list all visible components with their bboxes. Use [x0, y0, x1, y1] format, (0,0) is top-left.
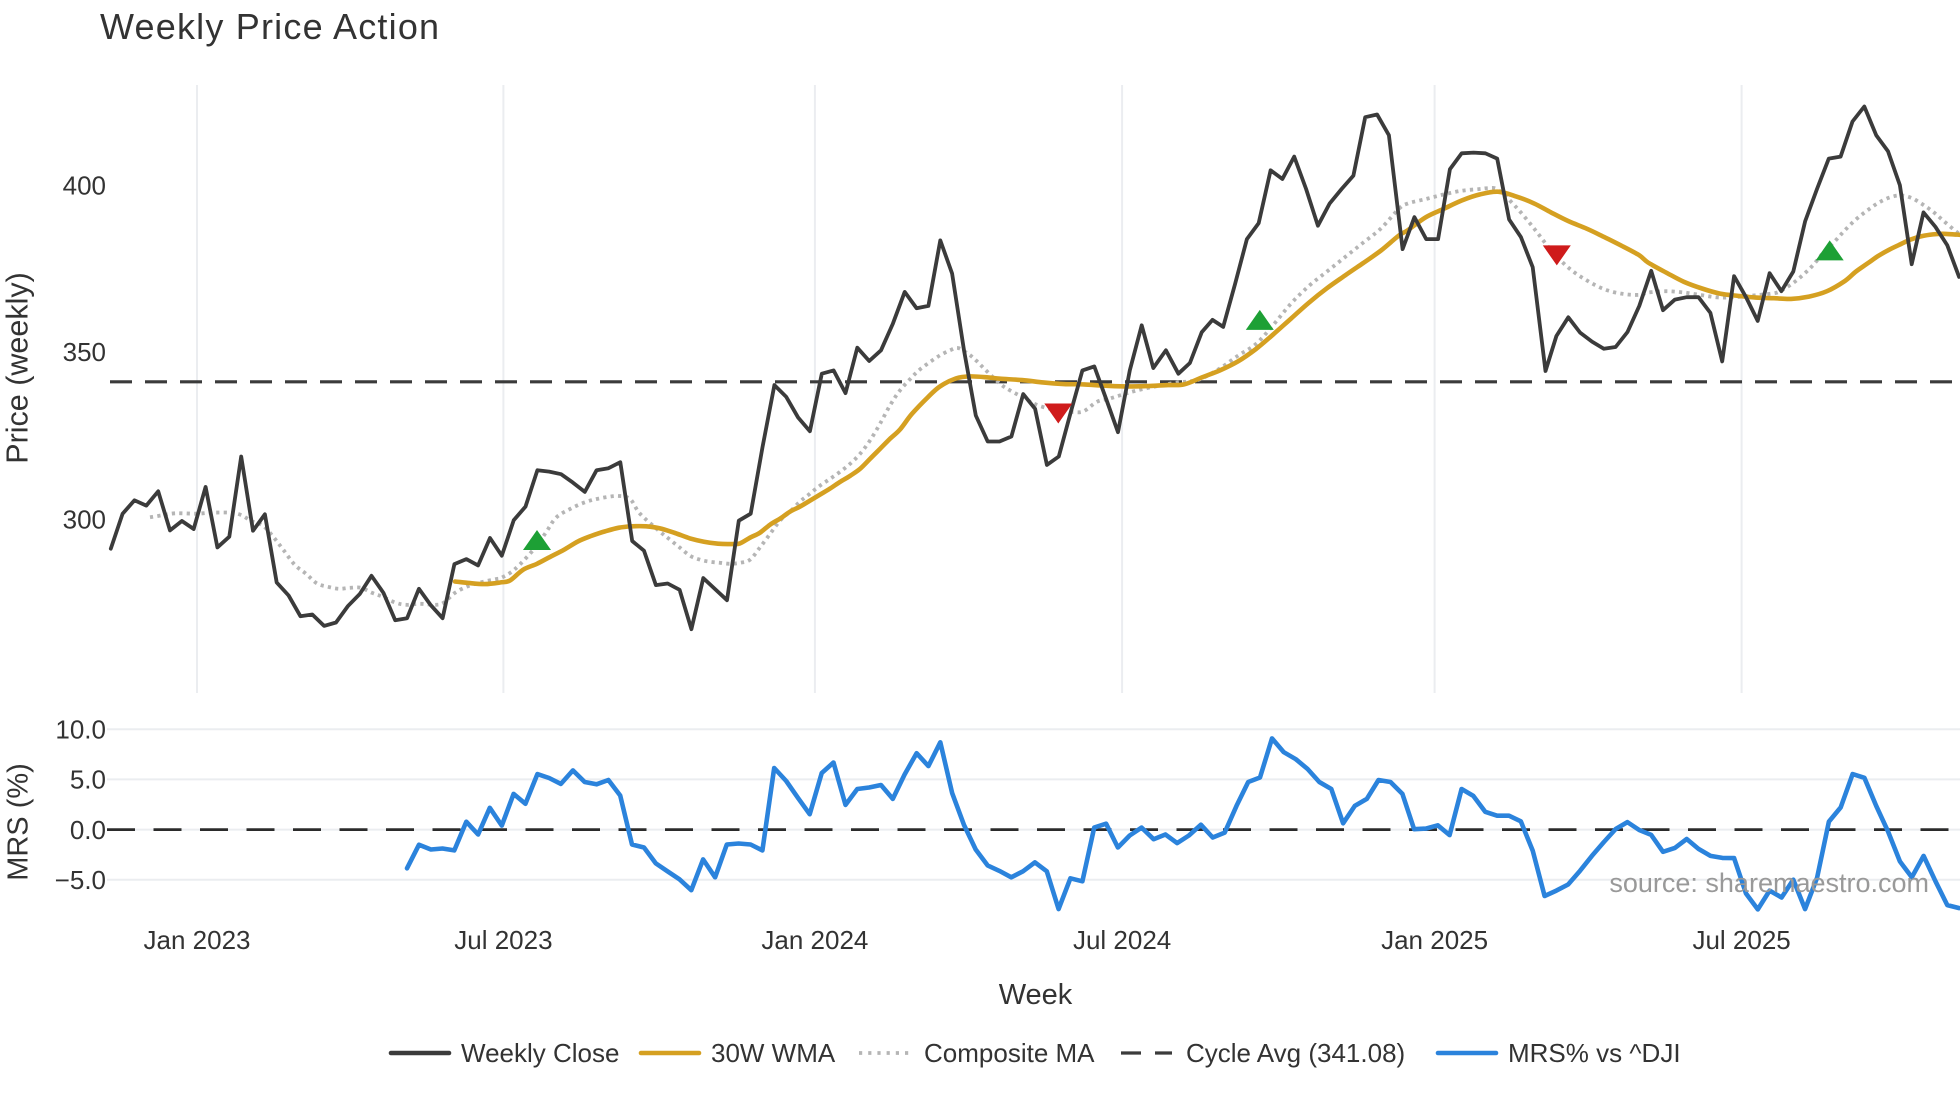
- svg-text:Price (weekly): Price (weekly): [1, 272, 35, 464]
- svg-text:Jul 2024: Jul 2024: [1073, 925, 1171, 955]
- svg-text:10.0: 10.0: [55, 714, 106, 744]
- svg-text:350: 350: [63, 337, 106, 367]
- svg-text:300: 300: [63, 505, 106, 535]
- svg-text:Jan 2023: Jan 2023: [144, 925, 251, 955]
- svg-text:source: sharemaestro.com: source: sharemaestro.com: [1609, 868, 1929, 898]
- svg-text:−5.0: −5.0: [55, 865, 106, 895]
- svg-text:Week: Week: [999, 979, 1073, 1011]
- svg-text:Jul 2023: Jul 2023: [454, 925, 552, 955]
- svg-text:Jul 2025: Jul 2025: [1692, 925, 1790, 955]
- svg-text:MRS (%): MRS (%): [3, 763, 35, 881]
- svg-text:0.0: 0.0: [70, 815, 106, 845]
- svg-text:Weekly Price Action: Weekly Price Action: [100, 6, 440, 47]
- svg-text:400: 400: [63, 171, 106, 201]
- svg-text:Weekly Close: Weekly Close: [461, 1038, 619, 1068]
- svg-text:30W WMA: 30W WMA: [711, 1038, 836, 1068]
- svg-text:MRS% vs ^DJI: MRS% vs ^DJI: [1508, 1038, 1681, 1068]
- svg-text:Jan 2024: Jan 2024: [761, 925, 868, 955]
- svg-text:5.0: 5.0: [70, 765, 106, 795]
- svg-text:Composite MA: Composite MA: [924, 1038, 1095, 1068]
- svg-text:Jan 2025: Jan 2025: [1381, 925, 1488, 955]
- svg-text:Cycle Avg (341.08): Cycle Avg (341.08): [1186, 1038, 1405, 1068]
